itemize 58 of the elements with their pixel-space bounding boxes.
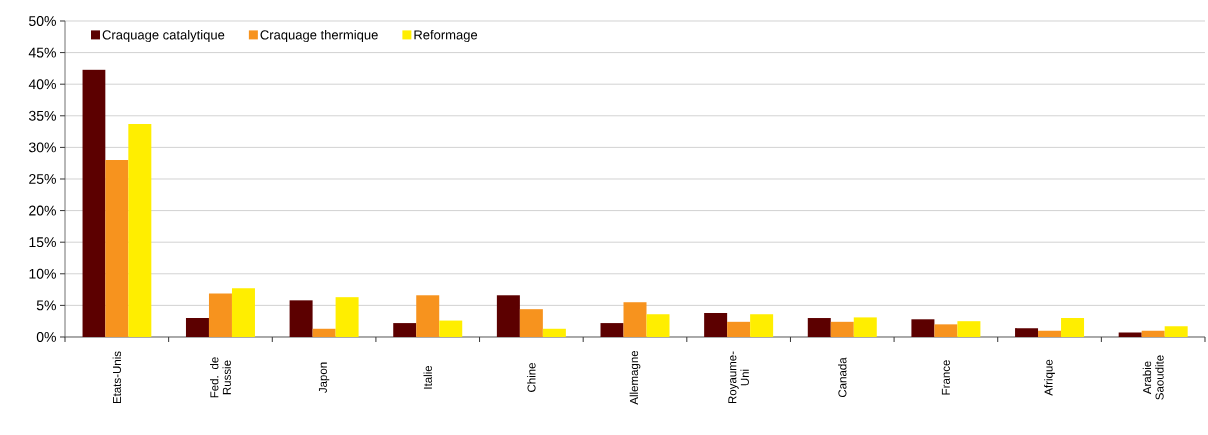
bar — [911, 319, 935, 337]
bar — [750, 314, 774, 337]
bar — [439, 320, 463, 337]
x-tick-label: Etats-Unis — [112, 351, 122, 404]
y-tick-label: 10% — [29, 268, 56, 279]
y-tick-label: 45% — [28, 47, 56, 58]
bar — [957, 321, 981, 337]
bar — [289, 300, 313, 337]
y-tick-label: 5% — [36, 300, 56, 311]
x-tick-label: Fed. de Russie — [210, 357, 231, 398]
y-tick-label: 30% — [28, 142, 56, 153]
bar — [807, 318, 831, 337]
bar — [519, 309, 543, 337]
bar — [704, 312, 728, 337]
bar — [105, 160, 129, 337]
x-tick-label: Chine — [527, 363, 536, 392]
bar — [1038, 330, 1062, 337]
y-tick-label: 35% — [28, 110, 56, 121]
bar — [600, 323, 624, 337]
bar — [542, 328, 566, 337]
y-tick-label: 50% — [29, 16, 56, 26]
bar — [727, 321, 751, 337]
bar — [623, 302, 647, 337]
bar — [312, 328, 336, 337]
bar — [185, 318, 209, 337]
bar — [1061, 318, 1085, 337]
bar — [231, 288, 255, 337]
bar — [1015, 328, 1039, 337]
bar — [1164, 326, 1188, 337]
bar — [496, 295, 520, 337]
bar — [393, 323, 417, 337]
bar — [830, 321, 854, 337]
bar — [128, 124, 152, 337]
y-tick-label: 25% — [29, 174, 56, 184]
bar — [853, 317, 877, 337]
legend-label: Reformage — [414, 29, 478, 43]
x-tick-label: Royaume-Uni — [728, 351, 749, 404]
bar — [934, 324, 958, 337]
x-tick-label: Afrique — [1044, 359, 1055, 396]
y-tick-label: 15% — [29, 237, 56, 248]
legend-label: Craquage thermique — [260, 29, 378, 43]
x-tick-label: Japon — [318, 362, 330, 394]
bar — [82, 69, 106, 337]
y-tick-label: 0% — [36, 332, 56, 342]
y-tick-label: 40% — [28, 79, 56, 90]
bar — [1118, 332, 1142, 337]
bar — [335, 297, 359, 337]
bar — [646, 314, 670, 337]
x-tick-label: Allemagne — [629, 350, 641, 405]
legend-label: Craquage catalytique — [102, 29, 225, 43]
x-tick-label: Canada — [838, 357, 847, 398]
bar — [416, 295, 440, 337]
x-tick-label: Arabie Saoudite — [1142, 355, 1164, 400]
x-tick-label: Italie — [423, 365, 432, 389]
bar — [208, 293, 232, 337]
bar — [1141, 330, 1165, 337]
y-tick-label: 20% — [29, 205, 56, 216]
x-tick-label: France — [941, 360, 950, 395]
